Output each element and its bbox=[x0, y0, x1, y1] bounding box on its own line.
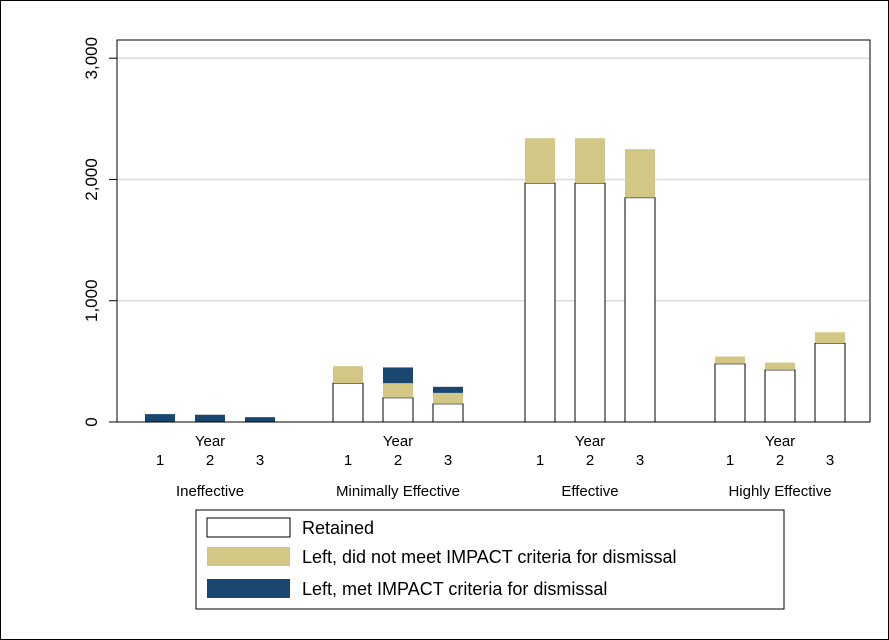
bar-left-not-met-g4-y1 bbox=[715, 356, 745, 364]
year-number-label: 3 bbox=[256, 452, 264, 469]
legend-swatch bbox=[207, 579, 290, 598]
year-number-label: 1 bbox=[726, 452, 734, 469]
year-number-label: 2 bbox=[586, 452, 594, 469]
bar-left-not-met-g4-y3 bbox=[815, 332, 845, 344]
year-number-label: 3 bbox=[444, 452, 452, 469]
y-tick-label: 3,000 bbox=[82, 37, 101, 80]
bar-left-met-g2-y2 bbox=[383, 367, 413, 384]
bar-retained-g4-y2 bbox=[764, 369, 796, 423]
year-number-label: 1 bbox=[156, 452, 164, 469]
bar-left-not-met-g2-y2 bbox=[383, 383, 413, 398]
bar-left-not-met-g3-y3 bbox=[625, 149, 655, 198]
year-number-label: 1 bbox=[344, 452, 352, 469]
bar-left-not-met-g2-y1 bbox=[333, 366, 363, 384]
bar-retained-g2-y1 bbox=[332, 382, 364, 423]
legend: Retained Left, did not meet IMPACT criter… bbox=[195, 509, 785, 610]
bar-left-not-met-g3-y2 bbox=[575, 138, 605, 184]
year-number-label: 1 bbox=[536, 452, 544, 469]
group-label: Minimally Effective bbox=[336, 483, 460, 500]
year-axis-label: Year bbox=[383, 433, 413, 450]
axis-layer: 0 1,000 2,000 3,000 bbox=[82, 37, 871, 427]
legend-swatch bbox=[207, 547, 290, 566]
bar-retained-g3-y3 bbox=[624, 197, 656, 423]
bar-retained-g2-y2 bbox=[382, 397, 414, 423]
year-axis-label: Year bbox=[765, 433, 795, 450]
y-tick-label: 2,000 bbox=[82, 158, 101, 201]
legend-label: Left, did not meet IMPACT criteria for d… bbox=[302, 547, 676, 567]
year-axis-label: Year bbox=[195, 433, 225, 450]
group-label: Highly Effective bbox=[728, 483, 831, 500]
group-label: Effective bbox=[561, 483, 618, 500]
year-number-label: 2 bbox=[206, 452, 214, 469]
group-label: Ineffective bbox=[176, 483, 244, 500]
y-tick-label: 1,000 bbox=[82, 279, 101, 322]
legend-swatch bbox=[206, 517, 291, 538]
bar-left-not-met-g4-y2 bbox=[765, 362, 795, 370]
bar-left-met-g1-y1 bbox=[145, 414, 175, 422]
year-number-label: 3 bbox=[826, 452, 834, 469]
bar-left-met-g1-y2 bbox=[195, 414, 225, 422]
bar-retained-g3-y1 bbox=[524, 182, 556, 423]
labels-layer: Year 1 2 3 Ineffective Year 1 2 3 Minimally Effec… bbox=[156, 433, 834, 500]
y-tick-label: 0 bbox=[82, 417, 101, 426]
bar-left-not-met-g3-y1 bbox=[525, 138, 555, 184]
year-number-label: 2 bbox=[776, 452, 784, 469]
legend-box bbox=[195, 509, 785, 610]
bar-retained-g2-y3 bbox=[432, 403, 464, 423]
bars-layer bbox=[145, 138, 846, 423]
bar-left-met-g2-y3 bbox=[433, 386, 463, 393]
bar-left-met-g1-y3 bbox=[245, 417, 275, 422]
grid-layer bbox=[117, 57, 870, 302]
legend-label: Retained bbox=[302, 518, 374, 538]
bar-retained-g4-y1 bbox=[714, 363, 746, 423]
bar-retained-g4-y3 bbox=[814, 342, 846, 423]
plot-frame bbox=[116, 39, 871, 423]
year-number-label: 2 bbox=[394, 452, 402, 469]
year-axis-label: Year bbox=[575, 433, 605, 450]
year-number-label: 3 bbox=[636, 452, 644, 469]
bar-retained-g3-y2 bbox=[574, 182, 606, 423]
bar-left-not-met-g2-y3 bbox=[433, 392, 463, 404]
legend-label: Left, met IMPACT criteria for dismissal bbox=[302, 579, 607, 599]
